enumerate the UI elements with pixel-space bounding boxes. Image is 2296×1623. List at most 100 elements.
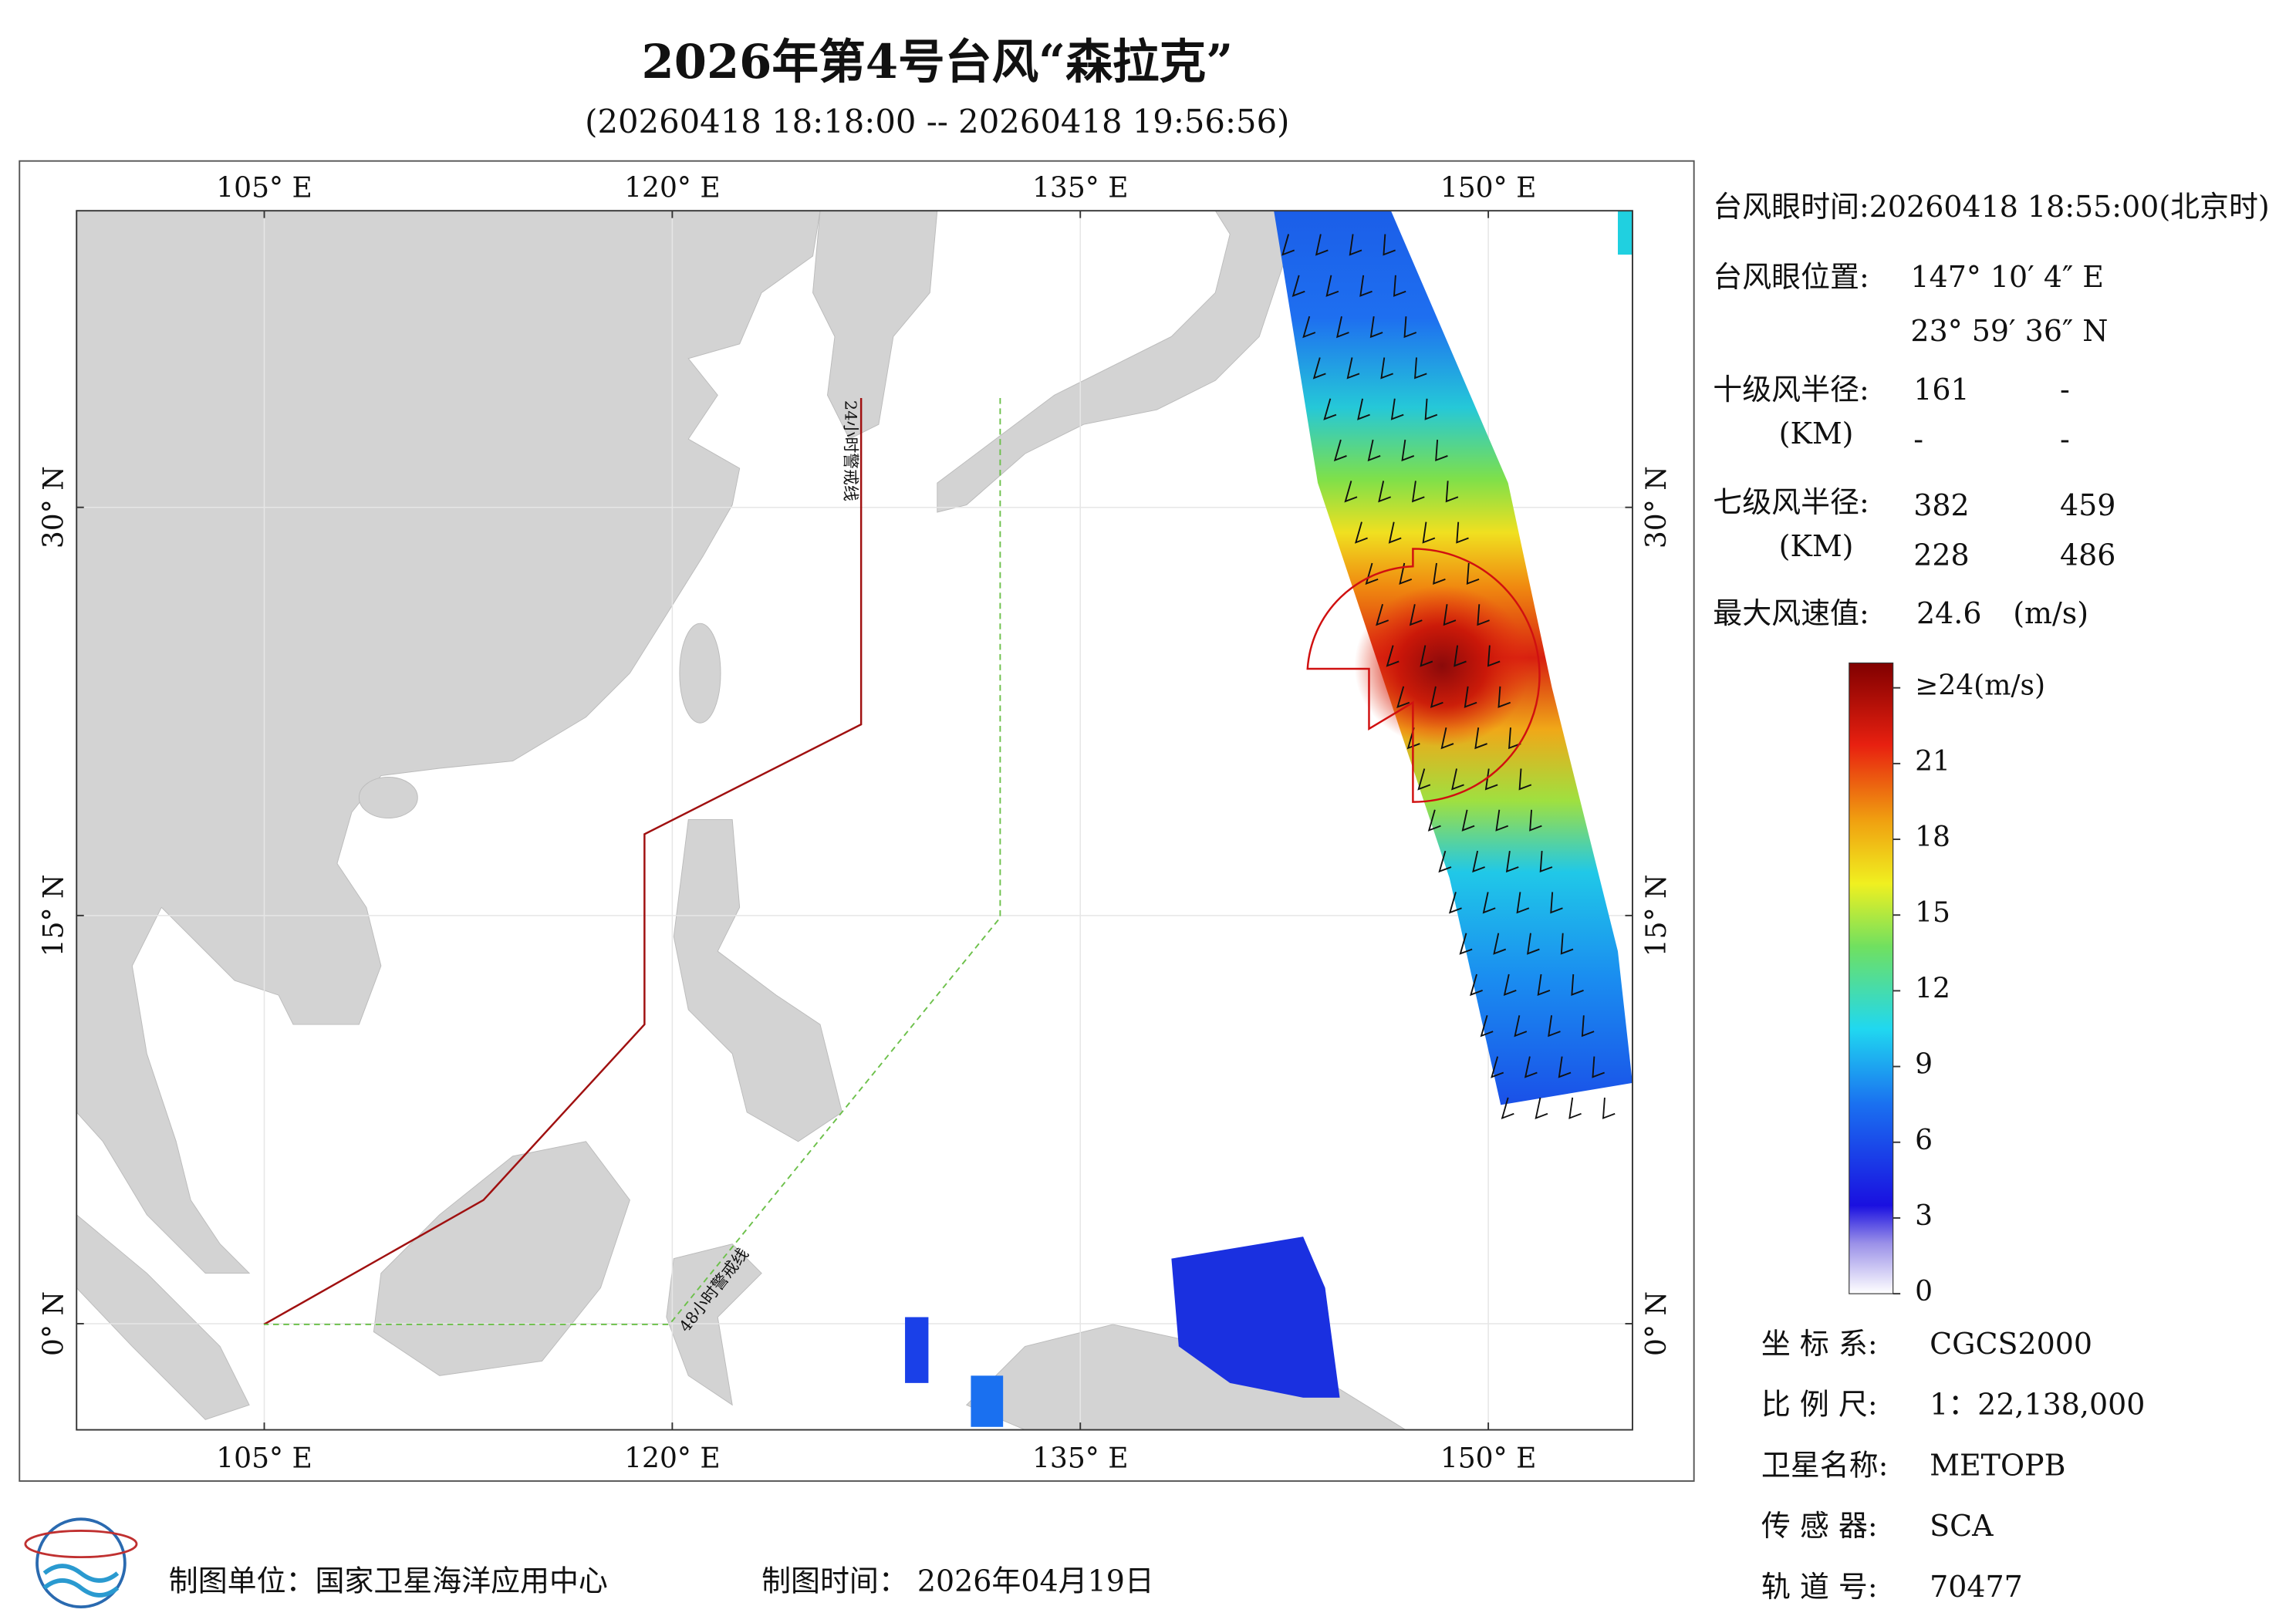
wind-barb xyxy=(1380,357,1393,380)
info-panel: 台风眼时间:20260418 18:55:00(北京时) 台风眼位置: 147°… xyxy=(1713,190,2269,630)
wind-barb xyxy=(1445,481,1459,503)
wind-barb xyxy=(1344,481,1358,503)
meta-value: 70477 xyxy=(1930,1570,2023,1604)
wind-barb xyxy=(1312,357,1326,380)
land xyxy=(76,211,1406,1430)
y-tick-label: 30° N xyxy=(39,466,70,548)
value: 24.6 xyxy=(1916,596,1981,630)
label: 七级风半径: xyxy=(1713,485,1869,519)
wind-barb xyxy=(1433,562,1446,585)
warning-line-24h xyxy=(263,398,863,1326)
wind-barb xyxy=(1466,562,1480,585)
map: 24小时警戒线 48小时警戒线 xyxy=(76,211,1633,1430)
x-tick-label: 105° E xyxy=(216,1442,312,1474)
unit: (KM) xyxy=(1779,417,1854,450)
value: - xyxy=(2060,373,2070,407)
colorbar-label: 18 xyxy=(1915,822,1950,853)
wind-barb xyxy=(1477,604,1490,626)
wind-barb xyxy=(1505,850,1519,873)
x-tick-label: 120° E xyxy=(624,173,721,204)
value: 228 xyxy=(1913,538,1969,572)
wind-barb xyxy=(1376,604,1389,626)
eye-time: 台风眼时间:20260418 18:55:00(北京时) xyxy=(1713,190,2269,224)
wind-barb xyxy=(1518,768,1532,791)
meta-value: CGCS2000 xyxy=(1930,1327,2092,1361)
wind-swath xyxy=(1618,211,1633,255)
metadata: 坐 标 系: CGCS2000 比 例 尺: 1：22,138,000 卫星名称: MET… xyxy=(1761,1327,2145,1604)
wind-barb xyxy=(1448,892,1462,914)
logo xyxy=(24,1517,138,1609)
wind-barb xyxy=(1401,439,1415,462)
wind-barb xyxy=(1568,1097,1582,1119)
value: 161 xyxy=(1913,373,1969,407)
x-tick-label: 135° E xyxy=(1032,1442,1129,1474)
wind-barb xyxy=(1427,809,1441,832)
colorbar-ticks: 0 3 6 9 12 15 18 21 ≥24(m/s) xyxy=(1893,670,2045,1308)
wind-barb xyxy=(1451,768,1464,791)
wind-barb xyxy=(1550,892,1563,914)
wind-barb xyxy=(1354,521,1368,544)
wind-barb xyxy=(1503,973,1517,997)
value: 23° 59′ 36″ N xyxy=(1910,314,2108,348)
colorbar-label: 0 xyxy=(1915,1276,1933,1308)
wind-barb xyxy=(1539,851,1553,873)
wind-barb xyxy=(1414,357,1427,380)
frame xyxy=(19,160,1695,1482)
wind-barb xyxy=(1346,357,1360,380)
label: 台风眼位置: xyxy=(1713,260,1869,294)
wind-barb xyxy=(1592,1056,1605,1078)
wind-barb xyxy=(1571,973,1584,996)
wind-barb xyxy=(1333,439,1347,462)
wind-barb xyxy=(1456,521,1469,544)
wind-barb xyxy=(1548,1015,1561,1038)
wind-barb xyxy=(1602,1097,1616,1119)
value: - xyxy=(2060,422,2070,456)
wind-swath xyxy=(1171,1237,1340,1398)
wind-barb xyxy=(1349,234,1362,256)
colorbar xyxy=(1849,662,1894,1294)
x-tick-label: 150° E xyxy=(1440,173,1537,204)
wind-barb xyxy=(1378,481,1391,503)
wind-swath xyxy=(905,1317,929,1383)
wind-barb xyxy=(1527,933,1540,955)
wind-barb xyxy=(1422,521,1436,544)
wind-barb xyxy=(1411,481,1425,503)
wind-barb xyxy=(1440,727,1454,750)
wind-barb xyxy=(1560,933,1574,955)
wind-barb xyxy=(1443,604,1457,626)
meta-label: 比 例 尺: xyxy=(1761,1388,1878,1422)
colorbar-label: 6 xyxy=(1915,1125,1933,1156)
wind-barb xyxy=(1497,686,1511,708)
y-tick-label: 15° N xyxy=(39,874,70,957)
wind-barb xyxy=(1493,933,1507,955)
x-tick-label: 135° E xyxy=(1032,173,1129,204)
wind-swath xyxy=(971,1375,1004,1427)
wind-barb xyxy=(1386,645,1400,667)
wind-barb xyxy=(1524,1056,1538,1078)
wind-barb xyxy=(1491,1056,1504,1078)
wind-barb xyxy=(1390,398,1404,420)
meta-label: 坐 标 系: xyxy=(1761,1327,1878,1361)
y-tick-label: 15° N xyxy=(1641,874,1673,957)
title: 2026年第4号台风“森拉克” xyxy=(641,35,1233,89)
wind-barb xyxy=(1508,727,1521,750)
wind-barb xyxy=(1302,315,1316,339)
wind-barb xyxy=(1558,1056,1572,1078)
colorbar-label: 9 xyxy=(1915,1049,1933,1081)
wind-barb xyxy=(1516,892,1530,914)
wind-barb xyxy=(1417,768,1431,791)
wind-barb xyxy=(1438,850,1452,873)
meta-label: 轨 道 号: xyxy=(1761,1570,1878,1604)
wind-barb xyxy=(1403,316,1417,339)
wind-barb xyxy=(1292,275,1305,297)
wind-barb xyxy=(1581,1015,1595,1038)
wind-barb xyxy=(1399,562,1413,585)
wind-barb xyxy=(1461,809,1475,832)
meta-label: 传 感 器: xyxy=(1761,1509,1878,1543)
production-date: 制图时间： 2026年04月19日 xyxy=(761,1564,1154,1598)
meta-value: METOPB xyxy=(1930,1448,2065,1482)
wind-barb xyxy=(1367,439,1381,462)
x-tick-label: 150° E xyxy=(1440,1442,1537,1474)
